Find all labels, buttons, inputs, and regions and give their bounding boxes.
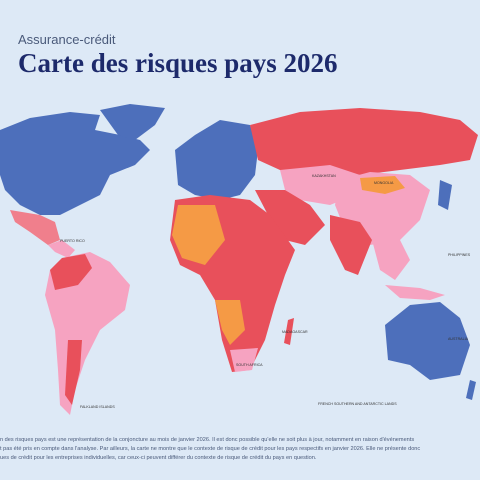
- mexico: [10, 210, 60, 245]
- footnote-line: ues de crédit pour les entreprises indiv…: [0, 455, 317, 461]
- footnote-line: t pas été pris en compte dans l'analyse.…: [0, 446, 421, 452]
- russia: [250, 108, 478, 175]
- madagascar: [284, 318, 294, 345]
- argentina: [65, 340, 82, 405]
- country-label: MADAGASCAR: [282, 330, 308, 334]
- new-zealand: [466, 380, 476, 400]
- se-asia: [372, 240, 410, 280]
- country-label: FALKLAND ISLANDS: [80, 405, 115, 409]
- japan: [438, 180, 452, 210]
- footnote: n des risques pays est une représentatio…: [0, 436, 480, 463]
- title: Carte des risques pays 2026: [18, 48, 338, 78]
- world-map: KAZAKHSTAN MONGOLIA PHILIPPINES AUSTRALIA SO…: [0, 104, 478, 415]
- central-america: [48, 240, 75, 258]
- country-label: AUSTRALIA: [448, 337, 469, 341]
- country-label: PUERTO RICO: [60, 239, 85, 243]
- europe: [175, 120, 258, 200]
- india: [330, 215, 372, 275]
- country-label: SOUTH AFRICA: [236, 363, 263, 367]
- indonesia: [385, 285, 445, 300]
- mongolia: [360, 176, 405, 194]
- south-america-red: [50, 254, 92, 290]
- middle-east: [255, 190, 325, 245]
- south-africa: [230, 348, 258, 372]
- africa-orange-west: [172, 205, 225, 265]
- kicker: Assurance-crédit: [18, 32, 116, 47]
- australia: [385, 302, 470, 380]
- africa-orange-south: [215, 300, 245, 345]
- greenland: [100, 104, 165, 140]
- north-america: [0, 112, 150, 215]
- country-label: FRENCH SOUTHERN AND ANTARCTIC LANDS: [318, 402, 397, 406]
- country-label: MONGOLIA: [374, 181, 394, 185]
- country-label: PHILIPPINES: [448, 253, 471, 257]
- country-label: KAZAKHSTAN: [312, 174, 336, 178]
- footnote-line: n des risques pays est une représentatio…: [0, 437, 415, 443]
